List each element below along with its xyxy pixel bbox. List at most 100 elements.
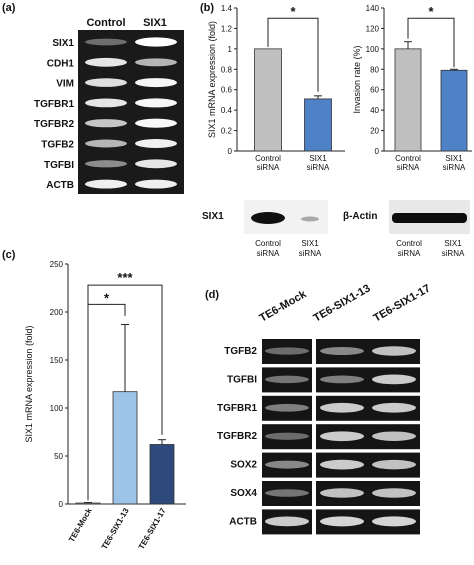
c-sig-mark-2: ***	[117, 270, 133, 285]
c-cat-2: TE6-SIX1-17	[137, 506, 168, 551]
gel-a-lane-control: Control	[86, 17, 125, 29]
b-left-ytick-label-0: 0	[228, 147, 233, 156]
gel-d-band-1-1	[320, 375, 364, 384]
western-lane2-line2: siRNA	[299, 249, 322, 258]
gel-a-background	[78, 30, 184, 194]
gel-a-band-1-0	[85, 57, 127, 67]
c-sig-bracket-2	[87, 284, 163, 501]
gel-a-band-4-1	[135, 118, 177, 128]
gel-d-band-5-1	[320, 488, 364, 498]
gel-d-band-0-2	[372, 346, 416, 356]
gel-a-gene-label-1: CDH1	[47, 58, 75, 69]
b-left-ytick-label-5: 1	[228, 45, 233, 54]
c-ytick-label-1: 50	[54, 452, 63, 461]
b-left-ytick-label-4: 0.8	[221, 65, 233, 74]
gel-d-gene-label-6: ACTB	[229, 516, 257, 527]
b-left-cat-0-1: siRNA	[257, 163, 280, 172]
panel-c-label: (c)	[2, 249, 16, 261]
gel-d-band-3-0	[265, 432, 309, 440]
c-cat-0: TE6-Mock	[67, 506, 94, 544]
gel-d-band-6-1	[320, 516, 364, 527]
b-right-sig-bracket	[407, 17, 455, 68]
western-lane2-line1: SIX1	[301, 239, 319, 248]
gel-d-band-3-1	[320, 431, 364, 442]
b-right-cat-0-1: siRNA	[397, 163, 420, 172]
gel-d-band-3-2	[372, 431, 416, 441]
gel-d-lane-six1-13: TE6-SIX1-13	[312, 282, 373, 324]
panel-d-label: (d)	[205, 289, 219, 301]
gel-d: TE6-Mock TE6-SIX1-13 TE6-SIX1-17 TGFB2 TG…	[217, 282, 433, 535]
b-right-ytick-label-0: 0	[375, 147, 380, 156]
western-six1-label: SIX1	[202, 211, 224, 222]
b-right-ytick-label-3: 60	[370, 86, 379, 95]
b-right-ytick-label-1: 20	[370, 127, 379, 136]
western-lane4-line1: SIX1	[444, 239, 462, 248]
c-ytick-label-2: 100	[50, 404, 64, 413]
gel-a-band-5-1	[135, 139, 177, 148]
gel-d-band-4-1	[320, 459, 364, 470]
gel-d-band-2-0	[265, 403, 309, 412]
c-ytick-label-0: 0	[59, 500, 64, 509]
gel-d-band-1-2	[372, 374, 416, 385]
gel-a-band-1-1	[135, 58, 177, 67]
gel-d-band-2-2	[372, 402, 416, 413]
gel-d-band-6-2	[372, 516, 416, 527]
chart-b-left: 0 0.2 0.4 0.6 0.8 1 1.2 1.4 SIX1 mRNA expression…	[207, 4, 345, 172]
b-left-sig-bracket	[267, 17, 319, 92]
b-left-bar-0	[254, 48, 282, 152]
c-cat-1: TE6-SIX1-13	[100, 506, 131, 551]
panel-b-label: (b)	[200, 2, 214, 14]
gel-d-band-5-2	[372, 488, 416, 498]
western-six1-band-control	[251, 212, 285, 224]
western-lane1-line2: siRNA	[257, 249, 280, 258]
western-lane3-line1: Control	[396, 239, 422, 248]
b-left-ytick-label-3: 0.6	[221, 86, 233, 95]
c-bar-1	[112, 391, 138, 505]
c-ytick-label-4: 200	[50, 308, 64, 317]
gel-d-lane-mock: TE6-Mock	[258, 288, 310, 325]
gel-d-gene-label-3: TGFBR2	[217, 431, 257, 442]
c-ytick-label-5: 250	[50, 260, 64, 269]
b-right-cat-0-0: Control	[395, 154, 421, 163]
western-actin-band	[392, 213, 467, 223]
western-lane4-line2: siRNA	[442, 249, 465, 258]
gel-a-band-2-1	[135, 78, 177, 88]
b-right-ytick-label-7: 140	[366, 4, 380, 13]
gel-a-gene-label-5: TGFB2	[41, 140, 74, 151]
b-left-ytick-label-6: 1.2	[221, 24, 233, 33]
gel-d-band-1-0	[265, 375, 309, 384]
b-right-ytick-label-6: 120	[366, 24, 380, 33]
western-six1-band-six1	[301, 216, 319, 222]
b-left-ytick-label-2: 0.4	[221, 106, 233, 115]
b-right-ytick-label-2: 40	[370, 106, 379, 115]
gel-d-gene-label-2: TGFBR1	[217, 403, 257, 414]
gel-a-gene-label-7: ACTB	[46, 180, 74, 191]
gel-a-lane-six1: SIX1	[143, 17, 167, 29]
gel-a-band-2-0	[85, 78, 127, 87]
gel-a-band-3-1	[135, 98, 177, 108]
b-right-cat-1-1: siRNA	[443, 163, 466, 172]
b-right-bar-1	[440, 69, 468, 152]
b-left-cat-0-0: Control	[255, 154, 281, 163]
gel-a-gene-label-0: SIX1	[52, 38, 74, 49]
gel-a-band-4-0	[85, 119, 127, 128]
gel-d-band-2-1	[320, 402, 364, 413]
b-left-ylabel: SIX1 mRNA expression (fold)	[207, 21, 217, 138]
gel-d-gene-label-1: TGFBI	[227, 374, 257, 385]
gel-d-lane-six1-17: TE6-SIX1-17	[372, 282, 433, 324]
gel-a-band-6-0	[85, 160, 127, 168]
b-left-cat-1-1: siRNA	[307, 163, 330, 172]
gel-a-band-7-0	[85, 179, 127, 189]
gel-d-band-0-0	[265, 347, 309, 355]
western-lane3-line2: siRNA	[398, 249, 421, 258]
chart-b-right: 0 20 40 60 80 100 120 140 Invasion rate (%) Contr…	[352, 4, 472, 172]
panel-a-label: (a)	[2, 2, 16, 14]
gel-a-gene-label-6: TGFBI	[44, 160, 74, 171]
chart-c: 0 50 100 150 200 250 SIX1 mRNA expression (fol…	[24, 260, 186, 551]
b-left-ytick-label-7: 1.4	[221, 4, 233, 13]
gel-a-gene-label-3: TGFBR1	[34, 99, 74, 110]
b-right-sig-mark: *	[428, 4, 434, 19]
c-ylabel: SIX1 mRNA expression (fold)	[24, 325, 34, 442]
gel-d-gene-label-4: SOX2	[230, 460, 257, 471]
